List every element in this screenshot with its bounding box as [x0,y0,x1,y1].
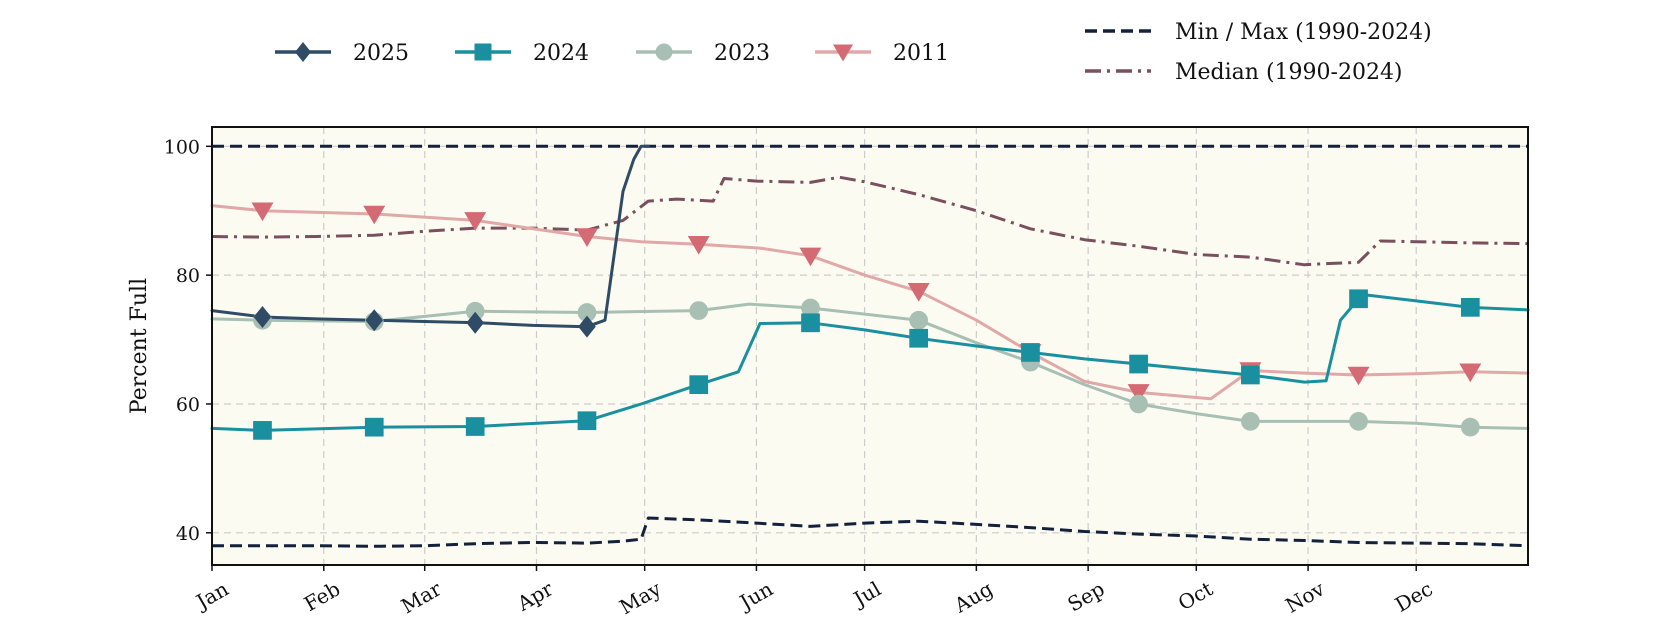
marker-2025 [365,309,384,332]
marker-2011 [1127,384,1150,403]
x-tick-label: Jan [190,576,232,614]
series-line-2025 [210,144,650,329]
marker-2023 [1460,417,1480,437]
x-tick-label: Aug [949,576,997,617]
marker-2011 [799,247,822,267]
marker-2011 [907,283,930,302]
x-tick-label: Jul [848,577,885,612]
x-tick-label: Dec [1391,577,1437,617]
legend-item-2024: 2024 [455,41,589,66]
marker-2023 [1129,394,1148,414]
marker-2024 [689,375,709,394]
legend-swatch-marker [655,43,673,61]
x-tick-label: Feb [300,577,344,616]
series-line-2011 [210,204,1530,401]
y-tick-label: 100 [164,136,200,158]
marker-2024 [577,411,597,431]
marker-2024 [1241,365,1260,385]
y-tick-label: 40 [176,523,200,545]
marker-2023 [577,303,597,322]
marker-2023 [465,301,485,321]
x-tick-label: Apr [512,576,557,616]
legend-item-median-1990-2024-: Median (1990-2024) [1085,60,1403,85]
legend-item-2023: 2023 [636,41,770,66]
legend-swatch-marker [833,44,853,62]
legend-label: 2024 [533,41,589,66]
legend-label: Min / Max (1990-2024) [1175,20,1432,45]
x-axis-ticks: Jan Feb Mar Apr May Jun Jul Aug Sep Oct Nov Dec [190,565,1437,619]
legend-item-2025: 2025 [275,41,409,66]
y-tick-label: 60 [176,394,200,416]
marker-2023 [1349,412,1368,431]
plot-area [212,127,1528,565]
legend-label: 2023 [714,41,770,66]
marker-2024 [1460,298,1480,317]
plot-frame [211,126,1529,566]
legend-swatch-marker [474,43,492,61]
y-axis-ticks: 40 60 80 100 [164,136,212,545]
marker-2025 [466,311,484,334]
marker-2024 [1349,289,1368,309]
marker-2011 [687,235,710,255]
marker-2023 [909,310,929,330]
series-markers [251,202,1482,440]
legend-label: 2011 [893,41,949,66]
marker-2011 [464,212,487,231]
marker-2023 [1241,412,1260,431]
marker-2024 [253,421,272,440]
x-tick-label: May [615,576,665,619]
marker-2024 [364,417,384,437]
marker-2024 [801,313,820,333]
x-tick-label: Sep [1063,577,1108,617]
legend-item-min-max-1990-2024-: Min / Max (1990-2024) [1085,20,1432,45]
x-tick-label: Mar [397,576,446,618]
x-tick-label: Jun [734,576,777,615]
legend-swatch-marker [295,42,311,62]
marker-2024 [909,328,929,348]
marker-2024 [465,417,485,436]
legend-label: Median (1990-2024) [1175,60,1403,85]
marker-2011 [363,205,386,225]
x-tick-label: Oct [1174,577,1217,616]
legend-item-2011: 2011 [815,41,949,66]
series-line-min-max-1990-2024--part-2 [212,516,1529,548]
marker-2011 [251,202,274,222]
marker-2011 [1459,363,1482,383]
marker-2023 [689,301,709,320]
legend-label: 2025 [353,41,409,66]
legend: 2025 2024 2023 2011 Min / Max (1990-2024) Med… [275,20,1432,85]
x-tick-label: Nov [1281,576,1329,618]
marker-2024 [1021,343,1040,362]
marker-2011 [575,228,598,247]
marker-2024 [1129,354,1148,374]
marker-2025 [253,306,272,329]
marker-2025 [578,315,596,338]
y-tick-label: 80 [176,265,200,287]
marker-2023 [801,298,820,318]
marker-2011 [1347,366,1370,386]
y-axis-label: Percent Full [127,278,152,414]
